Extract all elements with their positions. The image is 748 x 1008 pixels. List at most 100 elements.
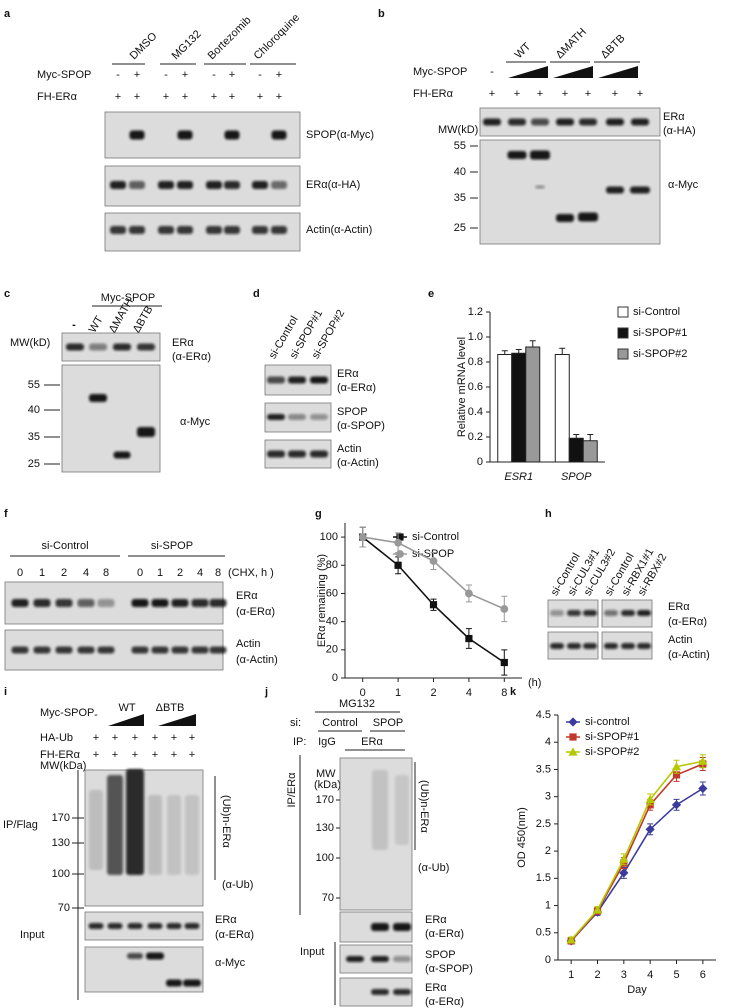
band — [191, 599, 209, 607]
band — [89, 343, 107, 351]
legend-label: si-Control — [412, 531, 459, 543]
y-tick-label: 0.5 — [536, 927, 551, 939]
lane-header: DMSO — [128, 30, 160, 62]
ub-label: (α-Ub) — [418, 862, 449, 874]
band — [621, 643, 635, 649]
row-label: HA-Ub — [40, 732, 73, 744]
lane-header: ΔBTB — [156, 702, 185, 714]
band — [583, 610, 597, 616]
bar — [568, 437, 584, 463]
y-tick-label: 3.5 — [536, 763, 551, 775]
y-tick-label: 0.6 — [468, 381, 483, 393]
lane-header: WT — [87, 314, 106, 335]
y-tick-label: 40 — [326, 616, 338, 628]
band — [167, 795, 181, 875]
blot — [84, 911, 204, 941]
blot-label: Actin — [668, 634, 692, 646]
y-tick-label: 20 — [326, 644, 338, 656]
legend-label: si-SPOP#2 — [585, 746, 639, 758]
blot-label: α-Myc — [668, 179, 699, 191]
legend-label: si-control — [585, 716, 630, 728]
time-unit: (CHX, h ) — [228, 567, 274, 579]
treatment-label: MG132 — [339, 698, 375, 710]
y-tick-label: 2 — [545, 845, 551, 857]
blot-label: (α-HA) — [663, 125, 696, 137]
blot-label: ERα — [172, 337, 194, 349]
blot-label: SPOP — [425, 949, 456, 961]
marker — [500, 605, 509, 613]
marker — [619, 854, 629, 863]
legend-marker — [568, 747, 578, 756]
sign: + — [189, 749, 195, 761]
mw-marker: 55 — [454, 140, 466, 152]
time-label: 2 — [177, 567, 183, 579]
band — [224, 181, 240, 189]
ub-label: (α-Ub) — [222, 879, 253, 891]
time-label: 4 — [83, 567, 89, 579]
band — [606, 186, 624, 194]
legend-marker — [568, 717, 578, 727]
blot-label: (α-Actin) — [668, 649, 710, 661]
mw-marker: 100 — [52, 868, 70, 880]
band — [171, 599, 189, 607]
blot-label: ERα — [425, 982, 447, 994]
band — [33, 599, 51, 607]
sign: + — [171, 732, 177, 744]
panel-label: h — [545, 508, 552, 520]
legend-label: si-SPOP#1 — [633, 327, 687, 339]
sign: + — [132, 732, 138, 744]
sign: + — [152, 749, 158, 761]
time-label: 4 — [197, 567, 203, 579]
blot-label: Actin — [236, 638, 260, 650]
mw-marker: 130 — [316, 822, 334, 834]
blot-label: (α-SPOP) — [425, 963, 473, 975]
blot-label: Actin(α-Actin) — [306, 224, 372, 236]
panel-label: k — [510, 686, 517, 698]
sign: + — [115, 91, 121, 103]
band — [267, 414, 285, 420]
x-tick-label: 1 — [395, 687, 401, 699]
band — [129, 130, 145, 140]
panel-label: f — [4, 508, 8, 520]
mw-marker: 170 — [52, 812, 70, 824]
group-label: Myc-SPOP — [101, 292, 155, 304]
sign: + — [585, 88, 591, 100]
mw-marker: 70 — [58, 902, 70, 914]
sign: + — [152, 732, 158, 744]
band — [55, 646, 73, 654]
marker — [672, 771, 681, 779]
marker — [394, 561, 402, 569]
band — [530, 150, 550, 160]
band — [630, 186, 650, 194]
band — [267, 376, 285, 384]
x-tick-label: SPOP — [561, 471, 592, 483]
band — [631, 118, 649, 126]
panel-label: g — [315, 508, 322, 520]
sign: + — [189, 732, 195, 744]
error-bar — [501, 350, 508, 355]
x-tick-label: 4 — [466, 687, 472, 699]
sign: + — [182, 91, 188, 103]
mw-label: MW(kD) — [10, 337, 50, 349]
blot-label: ERα — [337, 368, 359, 380]
band — [89, 790, 103, 870]
row-label: Myc-SPOP — [40, 707, 94, 719]
ub-label: (Ub)n-ERα — [418, 780, 430, 833]
y-tick-label: 80 — [326, 559, 338, 571]
sign: + — [93, 749, 99, 761]
sign: + — [163, 91, 169, 103]
band — [550, 610, 564, 616]
error-bar — [587, 434, 594, 441]
marker — [645, 794, 655, 803]
sign: + — [112, 732, 118, 744]
panel-label: a — [4, 8, 11, 20]
sign: - — [94, 709, 98, 721]
sign: + — [489, 88, 495, 100]
y-axis-label: OD 450(nm) — [516, 807, 528, 868]
band — [371, 956, 389, 962]
sign: + — [171, 749, 177, 761]
mw-label: MW(kDa) — [40, 760, 86, 772]
time-label: 8 — [215, 567, 221, 579]
series-line — [570, 760, 703, 941]
sign: + — [132, 749, 138, 761]
